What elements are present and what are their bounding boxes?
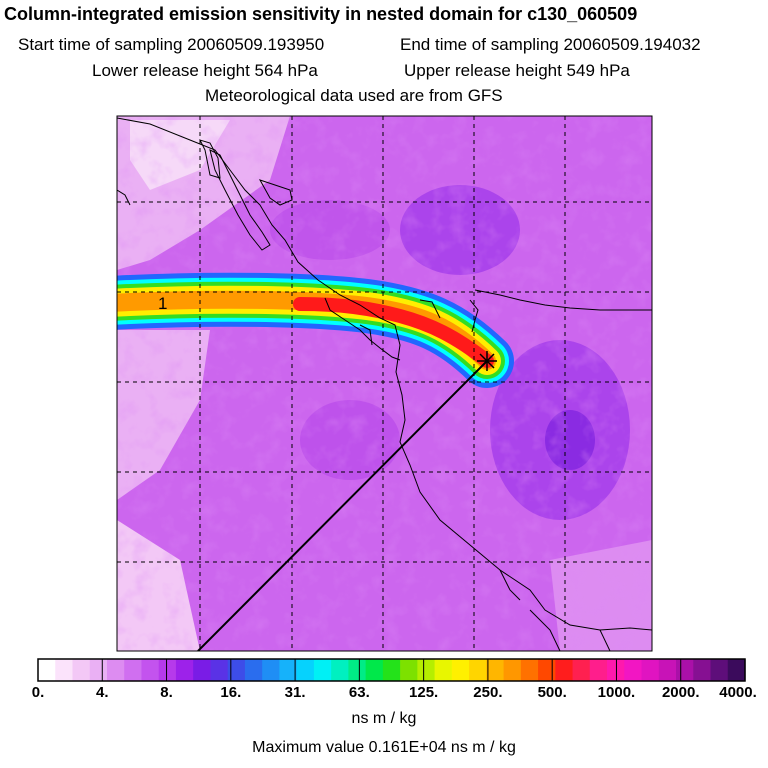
colorbar-swatch: [434, 659, 453, 681]
colorbar-tick-label: 250.: [473, 684, 503, 701]
colorbar-swatch: [348, 659, 367, 681]
colorbar-swatch: [451, 659, 470, 681]
texture-overlay: [117, 116, 652, 651]
colorbar-swatch: [158, 659, 177, 681]
colorbar-swatch: [486, 659, 505, 681]
units-label: ns m / kg: [351, 710, 417, 727]
colorbar-swatch: [572, 659, 591, 681]
met-data-text: Meteorological data used are from GFS: [205, 86, 503, 105]
colorbar-swatch: [38, 659, 56, 681]
colorbar-tick-label: 500.: [537, 684, 567, 701]
colorbar-swatch: [589, 659, 608, 681]
colorbar-swatch: [382, 659, 401, 681]
colorbar-swatch: [710, 659, 729, 681]
map-title: Column-integrated emission sensitivity i…: [4, 4, 638, 24]
emission-plume: [117, 272, 514, 388]
colorbar-tick-label: 16.: [220, 684, 242, 701]
colorbar-swatch: [520, 659, 539, 681]
colorbar-swatch: [417, 659, 436, 681]
colorbar-swatch: [693, 659, 712, 681]
colorbar-swatch: [658, 659, 677, 681]
graticule: [117, 116, 652, 651]
colorbar-swatch: [624, 659, 643, 681]
colorbar-swatch: [227, 659, 246, 681]
colorbar-swatch: [210, 659, 229, 681]
colorbar-swatch: [555, 659, 574, 681]
colorbar-tick-label: 63.: [348, 684, 370, 701]
flight-track-line: [197, 360, 488, 651]
colorbar-swatch: [141, 659, 160, 681]
colorbar-swatch: [244, 659, 263, 681]
colorbar-swatch: [262, 659, 281, 681]
max-value-text: Maximum value 0.161E+04 ns m / kg: [252, 739, 516, 756]
start-time-text: Start time of sampling 20060509.193950: [18, 35, 325, 54]
upper-height-text: Upper release height 549 hPa: [404, 61, 630, 80]
colorbar-tick-label: 8.: [160, 684, 173, 701]
colorbar-frame: [37, 658, 746, 682]
colorbar-swatch: [641, 659, 660, 681]
map-frame: [116, 115, 653, 652]
map-area: 1: [117, 116, 652, 651]
release-point-marker: [477, 351, 497, 371]
colorbar-tick-label: 4000.: [719, 684, 757, 701]
colorbar-swatch: [727, 659, 746, 681]
colorbar-swatch: [365, 659, 384, 681]
colorbar-swatch: [106, 659, 125, 681]
colorbar-swatch: [400, 659, 418, 681]
colorbar-swatch: [72, 659, 91, 681]
coastline: [117, 117, 652, 651]
end-time-text: End time of sampling 20060509.194032: [400, 35, 701, 54]
colorbar-tick-label: 4.: [96, 684, 109, 701]
colorbar-swatch: [469, 659, 487, 681]
colorbar-swatch: [676, 659, 694, 681]
colorbar-swatch: [538, 659, 556, 681]
colorbar-tick-label: 125.: [409, 684, 439, 701]
colorbar-swatch: [175, 659, 194, 681]
colorbar-swatch: [279, 659, 298, 681]
colorbar-swatch: [331, 659, 349, 681]
colorbar-tick-label: 2000.: [661, 684, 700, 701]
colorbar: [37, 658, 746, 682]
colorbar-swatch: [124, 659, 143, 681]
colorbar-tick-label: 1000.: [597, 684, 636, 701]
plume-label: 1: [158, 294, 167, 313]
colorbar-swatch: [296, 659, 315, 681]
colorbar-tick-label: 0.: [31, 684, 45, 701]
colorbar-swatch: [193, 659, 212, 681]
colorbar-swatch: [313, 659, 332, 681]
colorbar-swatch: [503, 659, 522, 681]
lower-height-text: Lower release height 564 hPa: [92, 61, 318, 80]
colorbar-tick-label: 31.: [284, 684, 306, 701]
colorbar-swatch: [89, 659, 108, 681]
colorbar-swatch: [55, 659, 74, 681]
